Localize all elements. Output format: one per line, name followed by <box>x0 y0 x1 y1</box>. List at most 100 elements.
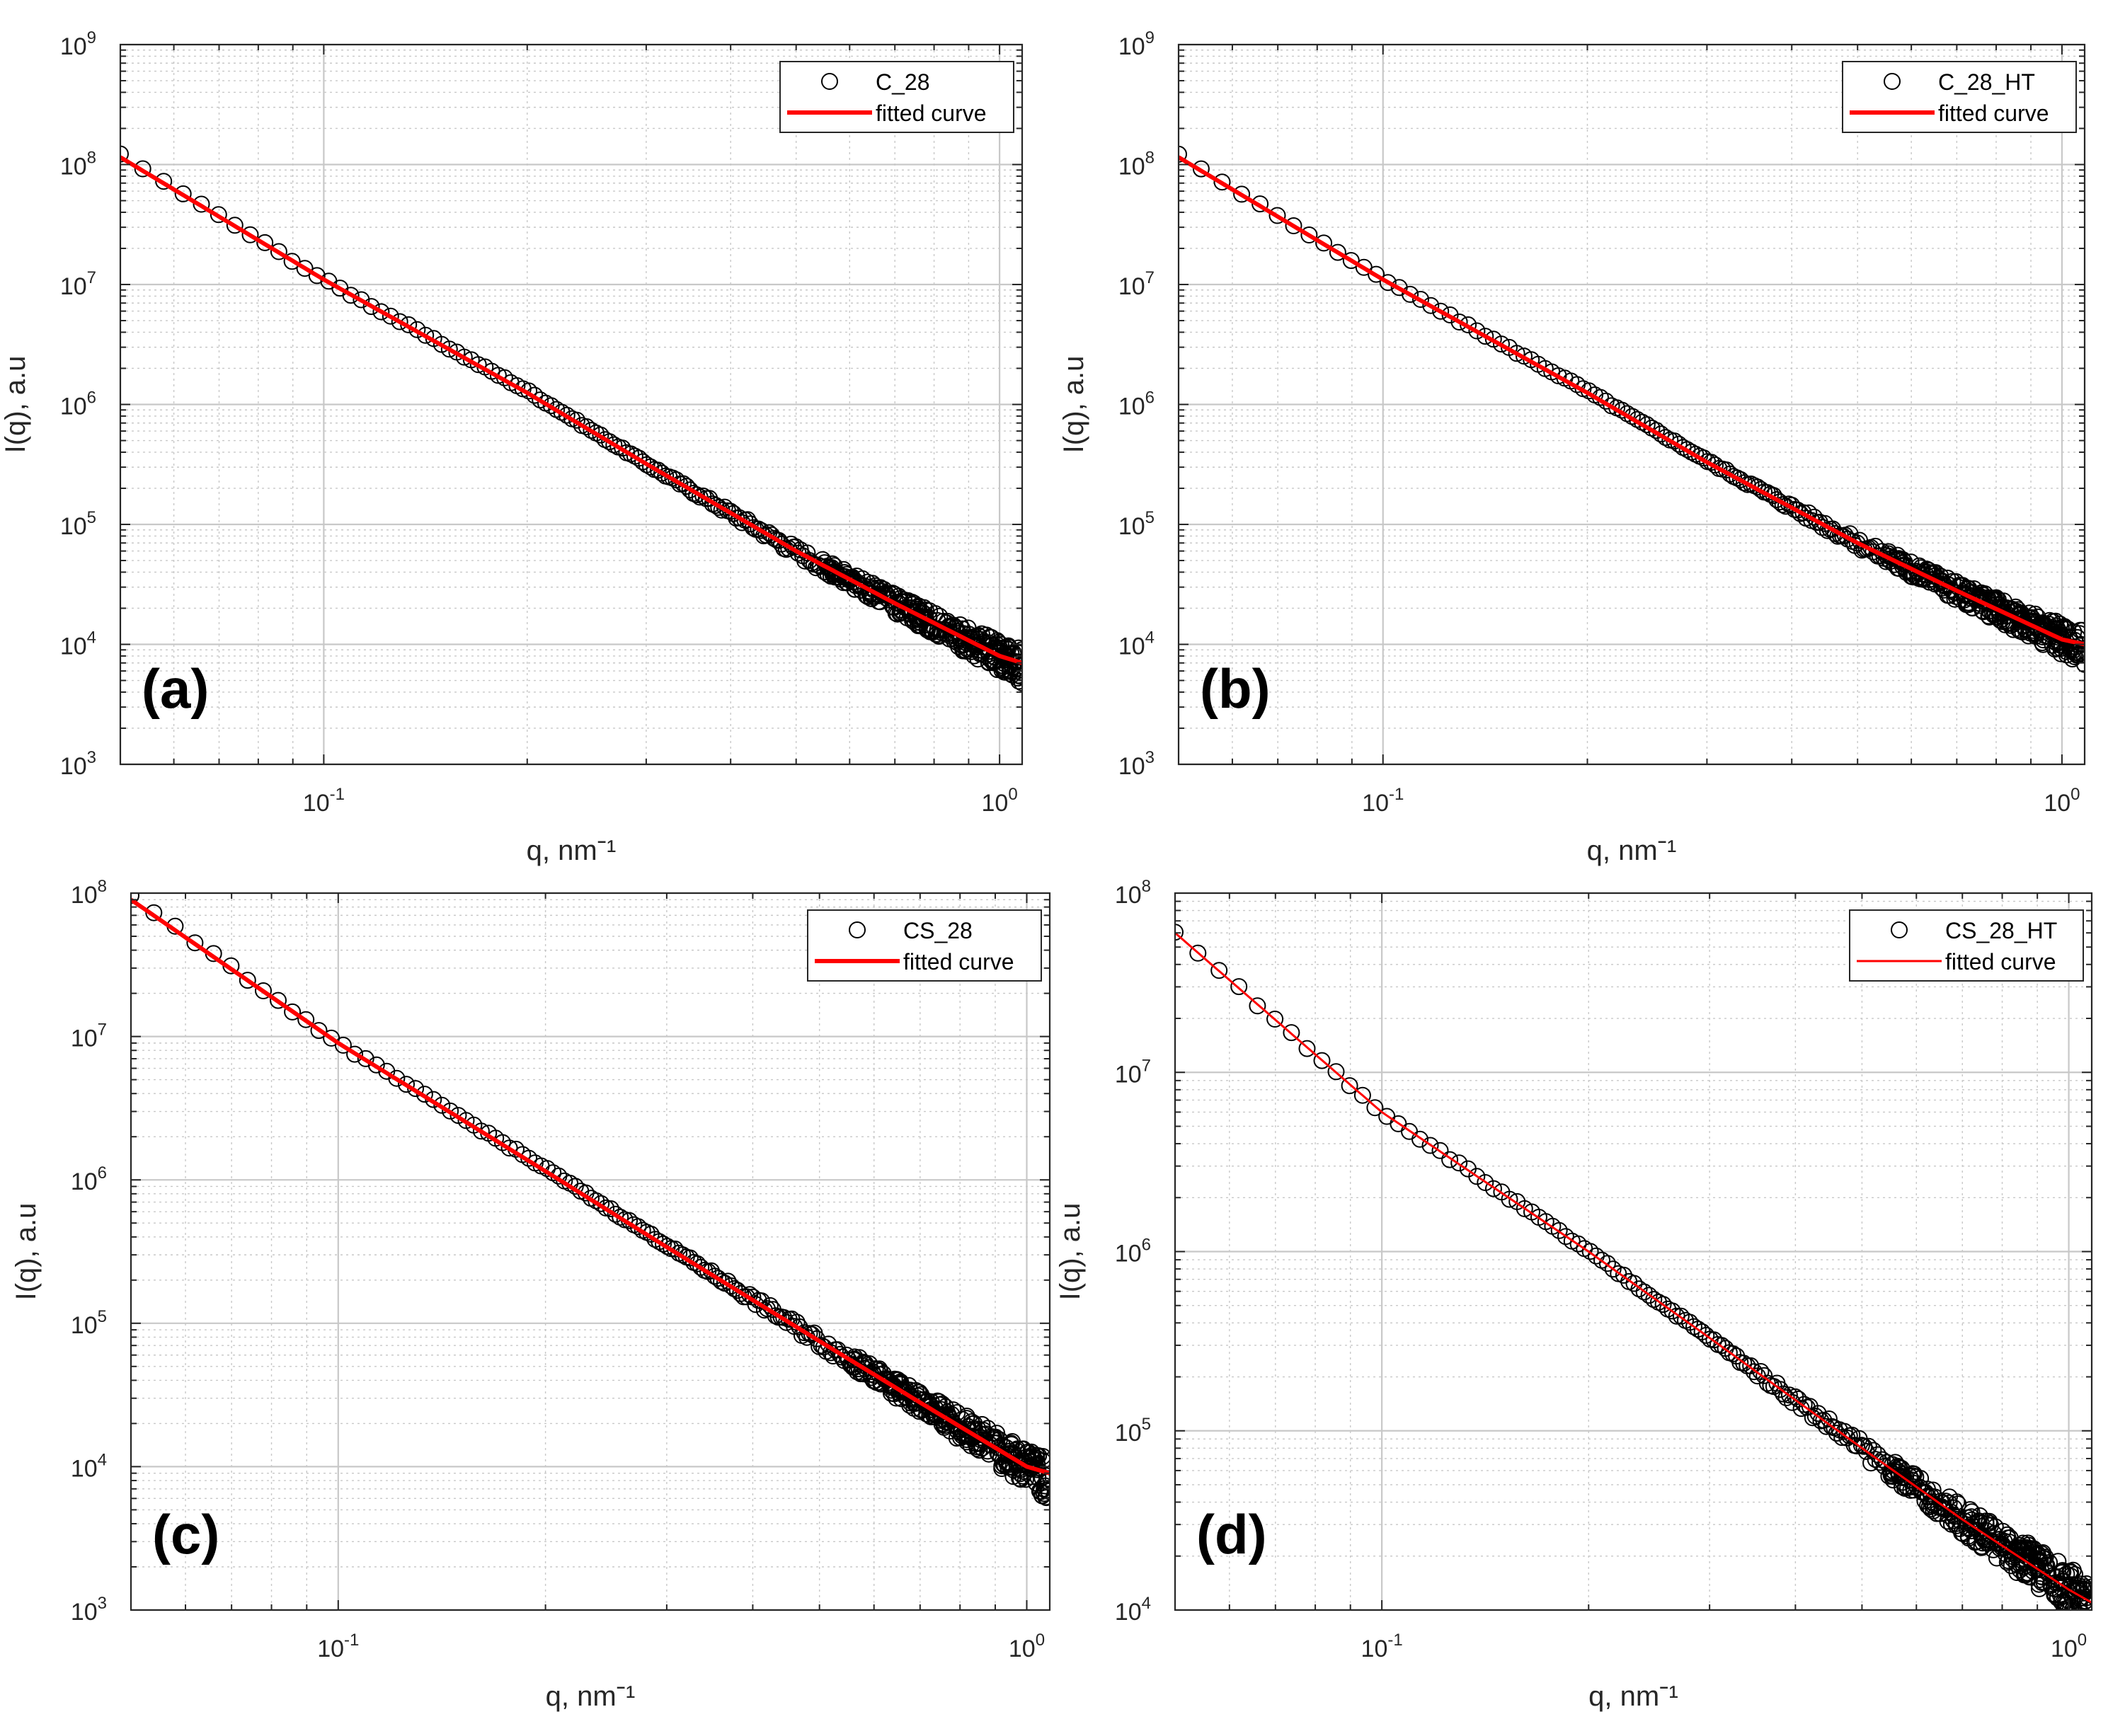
data-point <box>455 348 473 366</box>
y-tick-label-exponent: 4 <box>87 628 96 648</box>
data-point <box>255 982 272 999</box>
data-point <box>1501 1190 1518 1208</box>
data-point <box>1848 1437 1866 1455</box>
data-point <box>1894 1478 1911 1495</box>
y-tick-label-exponent: 9 <box>1145 28 1155 47</box>
data-point <box>823 561 840 579</box>
data-point <box>1942 1515 1960 1533</box>
y-tick-label-exponent: 6 <box>87 389 96 408</box>
data-point <box>614 439 631 457</box>
data-point <box>1298 1040 1316 1057</box>
y-tick-label-base: 10 <box>71 882 98 909</box>
x-tick-label-exponent: 0 <box>1036 1631 1045 1650</box>
data-point <box>1516 1200 1533 1217</box>
x-tick-label: 100 <box>2044 785 2080 817</box>
y-tick-label: 108 <box>1118 149 1155 180</box>
ticks <box>130 892 1050 1611</box>
data-point <box>968 1439 986 1457</box>
data-point <box>993 662 1011 679</box>
data-point <box>210 206 227 224</box>
data-point <box>1189 944 1207 962</box>
data-point <box>1963 1503 1981 1521</box>
fitted-curve-line <box>131 897 1050 1476</box>
data-point <box>2075 1599 2092 1610</box>
data-point <box>1685 1318 1702 1335</box>
data-point <box>1581 1243 1599 1260</box>
data-point <box>1432 302 1450 320</box>
x-tick-label-exponent: -1 <box>1389 785 1404 804</box>
data-point <box>612 1208 629 1226</box>
data-point <box>433 1096 451 1114</box>
data-point <box>1402 285 1419 303</box>
legend-marker-swatch <box>1891 921 1908 938</box>
data-point <box>1441 1151 1459 1168</box>
data-point <box>2020 604 2038 622</box>
y-tick-label-base: 10 <box>71 1312 98 1339</box>
data-point <box>558 406 575 424</box>
y-tick-label: 106 <box>1118 389 1155 420</box>
legend-label: fitted curve <box>1938 100 2049 126</box>
x-tick-label: 10-1 <box>1362 785 1404 817</box>
data-point <box>1353 1086 1371 1104</box>
data-point <box>2031 1571 2048 1588</box>
data-point <box>362 298 380 316</box>
data-point <box>1230 978 1248 996</box>
data-point <box>1598 1255 1616 1272</box>
data-point <box>270 243 287 260</box>
data-point <box>728 1282 746 1299</box>
panel-label: (d) <box>1196 1503 1267 1565</box>
data-point <box>1981 1512 1998 1530</box>
data-point <box>1327 1063 1345 1081</box>
data-point <box>707 497 724 515</box>
legend-label: C_28 <box>876 69 930 95</box>
data-point <box>1485 1180 1502 1197</box>
data-point <box>1028 1449 1046 1467</box>
data-point <box>1341 1077 1358 1095</box>
y-tick-label-exponent: 7 <box>87 268 96 287</box>
data-point <box>239 972 256 989</box>
data-point <box>1771 493 1789 511</box>
legend-marker-swatch <box>849 921 866 938</box>
y-tick-label-exponent: 4 <box>1142 1594 1151 1613</box>
panel-label: (c) <box>152 1503 219 1565</box>
data-point <box>622 445 640 463</box>
data-point <box>592 426 609 444</box>
y-tick-label-base: 10 <box>60 273 87 300</box>
legend-label: CS_28 <box>903 918 973 943</box>
y-tick-label: 105 <box>60 508 96 540</box>
data-point <box>1768 491 1785 508</box>
y-tick-label-exponent: 5 <box>98 1307 107 1326</box>
data-point <box>193 195 210 213</box>
y-tick-label-exponent: 3 <box>1145 748 1155 767</box>
ticks <box>1178 44 2085 765</box>
y-tick-label-exponent: 6 <box>1142 1236 1151 1255</box>
y-tick-label: 108 <box>71 877 107 909</box>
data-point <box>1968 1533 1986 1550</box>
data-point <box>1411 1130 1428 1148</box>
data-point <box>1569 1235 1587 1253</box>
data-point <box>1925 1502 1942 1519</box>
x-tick-label-exponent: -1 <box>330 785 345 804</box>
data-point <box>1175 924 1184 941</box>
y-axis-label: I(q), a.u <box>1058 356 1089 454</box>
y-tick-label: 107 <box>71 1021 107 1052</box>
data-point <box>2037 1556 2054 1574</box>
data-point <box>1508 345 1525 362</box>
y-tick-label: 104 <box>1118 628 1155 660</box>
y-tick-label: 104 <box>1115 1594 1151 1626</box>
y-tick-label-exponent: 4 <box>98 1450 107 1469</box>
y-tick-label: 106 <box>60 389 96 420</box>
data-point <box>1852 1437 1870 1454</box>
data-point <box>578 418 595 435</box>
data-point <box>388 1069 406 1087</box>
y-tick-label-base: 10 <box>1118 154 1145 180</box>
data-point <box>1313 1052 1331 1069</box>
data-point <box>710 498 728 516</box>
data-point <box>1329 243 1346 261</box>
x-tick-label: 10-1 <box>317 1631 359 1662</box>
y-tick-label-base: 10 <box>1118 513 1145 540</box>
y-tick-label: 109 <box>1118 28 1155 60</box>
y-tick-label-base: 10 <box>60 154 87 180</box>
